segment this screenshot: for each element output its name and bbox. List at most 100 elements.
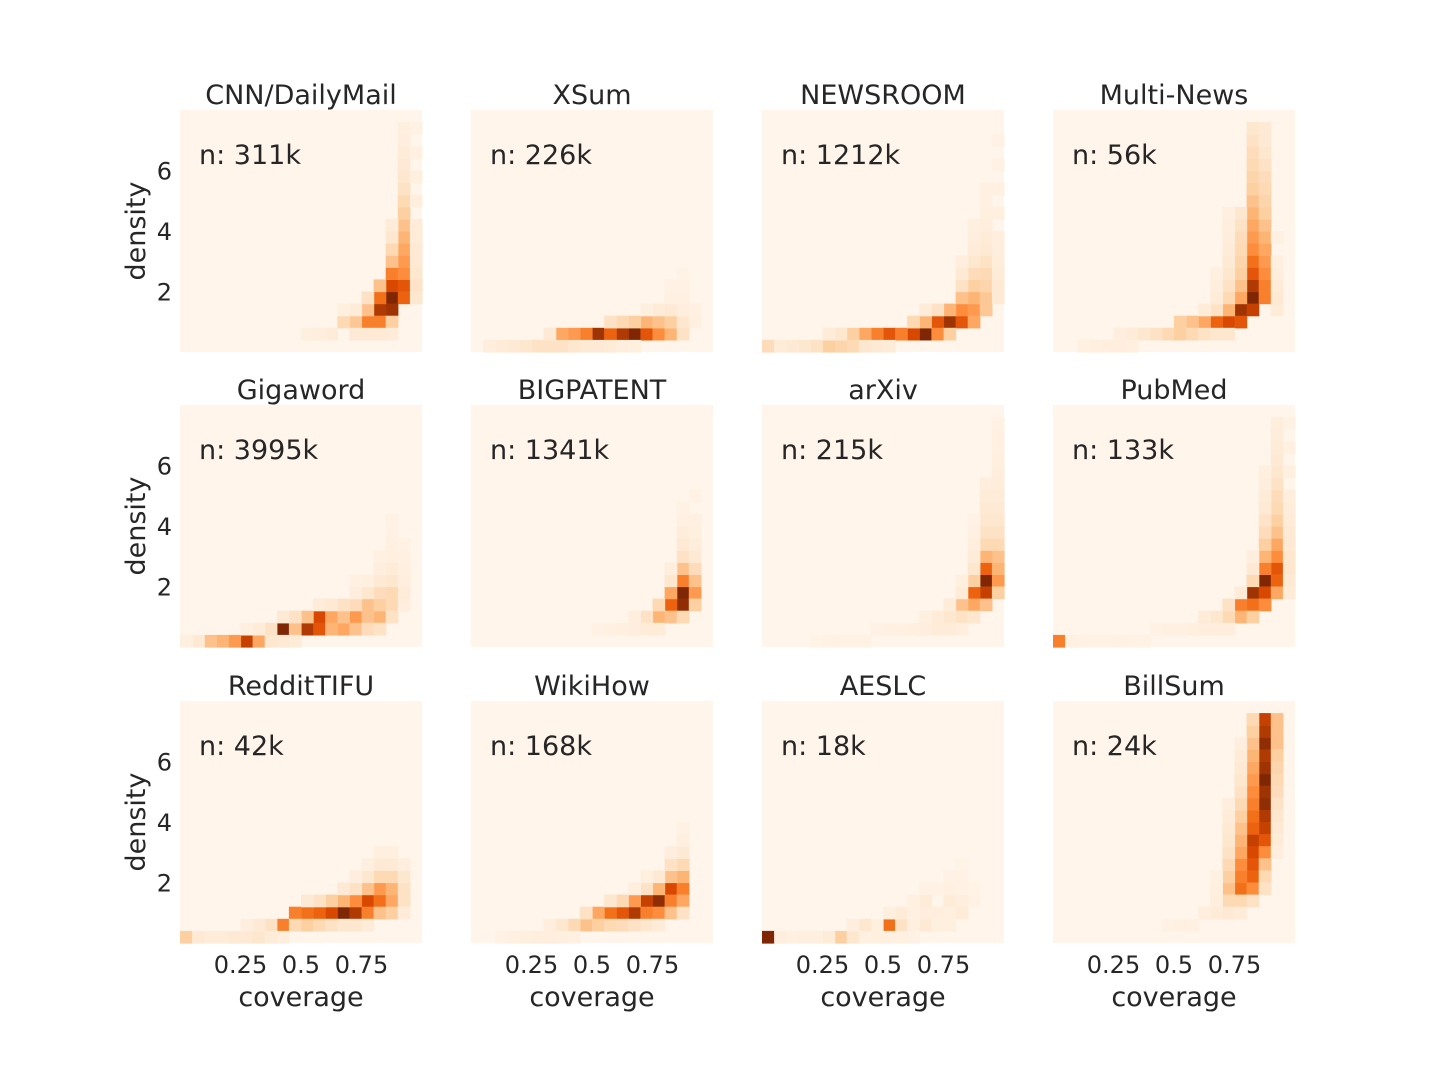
heatmap-cell bbox=[349, 598, 363, 612]
heatmap-cell bbox=[1258, 489, 1272, 503]
heatmap-cell bbox=[1210, 291, 1223, 305]
heatmap-cell bbox=[264, 918, 278, 932]
heatmap-cell bbox=[385, 574, 399, 588]
x-tick-label: 0.5 bbox=[282, 951, 320, 979]
heatmap-cell bbox=[361, 858, 375, 871]
heatmap-cell bbox=[688, 586, 702, 600]
heatmap-cell bbox=[979, 501, 993, 515]
heatmap-cell bbox=[373, 622, 387, 636]
heatmap-cell bbox=[967, 255, 981, 268]
heatmap-cell bbox=[1222, 882, 1236, 896]
heatmap-cell bbox=[604, 327, 617, 341]
heatmap-cell bbox=[313, 622, 326, 636]
heatmap-cell bbox=[592, 339, 605, 353]
heatmap-cell bbox=[264, 634, 278, 648]
heatmap-cell bbox=[1258, 761, 1272, 775]
heatmap-cell bbox=[846, 634, 860, 648]
heatmap-cell bbox=[1186, 918, 1199, 932]
heatmap-cell bbox=[1234, 206, 1248, 220]
heatmap-cell bbox=[664, 586, 678, 600]
heatmap-cell bbox=[397, 267, 411, 280]
heatmap-cell bbox=[870, 930, 884, 944]
heatmap-cell bbox=[979, 562, 993, 575]
heatmap-cell bbox=[1186, 622, 1199, 636]
heatmap-cell bbox=[349, 315, 363, 329]
heatmap-cell bbox=[1222, 243, 1236, 256]
heatmap-cell bbox=[373, 574, 387, 588]
heatmap-cell bbox=[1089, 634, 1102, 648]
heatmap-cell bbox=[664, 562, 678, 575]
heatmap-cell bbox=[628, 622, 641, 636]
panel-count-label: n: 215k bbox=[781, 435, 883, 466]
heatmap-cell bbox=[397, 158, 411, 172]
heatmap-cell bbox=[628, 339, 641, 353]
heatmap-cell bbox=[822, 327, 836, 341]
heatmap-cell bbox=[313, 906, 326, 920]
heatmap-cell bbox=[604, 906, 617, 920]
heatmap-cell bbox=[883, 906, 896, 920]
heatmap-cell bbox=[1258, 797, 1272, 811]
heatmap-cell bbox=[349, 586, 363, 600]
heatmap-cell bbox=[409, 291, 423, 305]
heatmap-cell bbox=[1258, 562, 1272, 575]
heatmap-cell bbox=[991, 206, 1005, 220]
heatmap-cell bbox=[1210, 303, 1223, 317]
heatmap-cell bbox=[1246, 858, 1260, 871]
heatmap-cell bbox=[979, 477, 993, 491]
heatmap-cell bbox=[373, 906, 387, 920]
heatmap-cell bbox=[1258, 501, 1272, 515]
heatmap-cell bbox=[1282, 538, 1296, 551]
heatmap-cell bbox=[543, 339, 557, 353]
heatmap-cell bbox=[1270, 749, 1284, 763]
heatmap-cell bbox=[628, 315, 641, 329]
heatmap-cell bbox=[313, 598, 326, 612]
panel-title: Multi-News bbox=[1100, 80, 1249, 111]
heatmap-cell bbox=[385, 550, 399, 563]
heatmap-cell bbox=[1125, 339, 1139, 353]
heatmap-cell bbox=[349, 303, 363, 317]
heatmap-cell bbox=[967, 538, 981, 551]
heatmap-cell bbox=[1234, 231, 1248, 244]
heatmap-cell bbox=[1234, 870, 1248, 884]
heatmap-cell bbox=[676, 562, 690, 575]
heatmap-cell bbox=[349, 870, 363, 884]
heatmap-cell bbox=[1234, 882, 1248, 896]
heatmap-cell bbox=[1246, 598, 1260, 612]
heatmap-cell bbox=[1101, 339, 1115, 353]
panel: XSum n: 226k bbox=[471, 80, 713, 353]
heatmap-cell bbox=[409, 146, 423, 159]
heatmap-cell bbox=[967, 586, 981, 600]
heatmap-cell bbox=[313, 894, 326, 908]
heatmap-cell bbox=[325, 918, 338, 932]
heatmap-cell bbox=[385, 291, 399, 305]
heatmap-cell bbox=[1174, 315, 1187, 329]
heatmap-cell bbox=[895, 622, 908, 636]
heatmap-cell bbox=[931, 622, 945, 636]
heatmap-cell bbox=[883, 918, 896, 932]
heatmap-cell bbox=[931, 882, 945, 896]
heatmap-cell bbox=[1234, 761, 1248, 775]
heatmap-cell bbox=[1270, 417, 1284, 430]
heatmap-cell bbox=[1198, 327, 1211, 341]
heatmap-cell bbox=[1282, 550, 1296, 563]
heatmap-cell bbox=[1258, 206, 1272, 220]
heatmap-cell bbox=[1270, 255, 1284, 268]
heatmap-cell bbox=[979, 526, 993, 539]
heatmap-cell bbox=[373, 586, 387, 600]
heatmap-cell bbox=[991, 417, 1005, 430]
heatmap-cell bbox=[592, 906, 605, 920]
heatmap-cell bbox=[1222, 622, 1236, 636]
heatmap-cell bbox=[361, 894, 375, 908]
panel-count-label: n: 42k bbox=[199, 731, 284, 762]
heatmap-cell bbox=[991, 465, 1005, 479]
heatmap-cell bbox=[579, 327, 593, 341]
heatmap-cell bbox=[1258, 538, 1272, 551]
heatmap-cell bbox=[640, 894, 654, 908]
heatmap-cell bbox=[907, 918, 920, 932]
heatmap-cell bbox=[979, 218, 993, 232]
x-tick-label: 0.5 bbox=[573, 951, 611, 979]
heatmap-cell bbox=[676, 870, 690, 884]
heatmap-cell bbox=[604, 622, 617, 636]
heatmap-cell bbox=[604, 894, 617, 908]
heatmap-cell bbox=[955, 906, 969, 920]
